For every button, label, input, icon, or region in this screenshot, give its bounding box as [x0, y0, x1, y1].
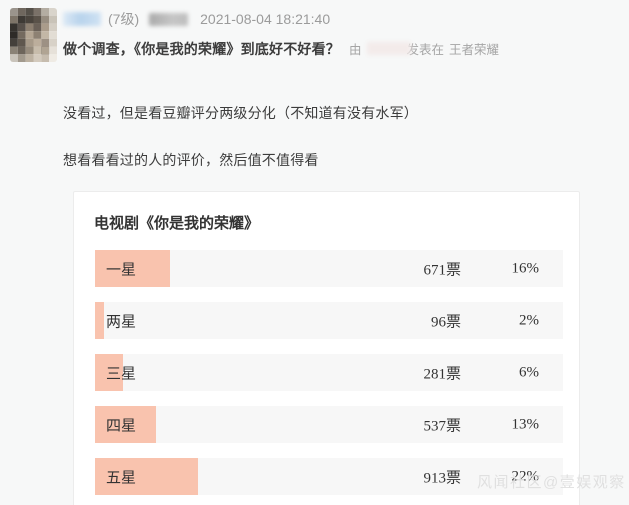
poll-option-label: 四星 — [106, 418, 137, 434]
poll-option-label: 三星 — [106, 366, 137, 382]
meta-prefix: 由 — [349, 43, 362, 57]
avatar[interactable] — [10, 8, 57, 62]
poll-option-percent: 16% — [511, 260, 540, 276]
poll-result-bar — [95, 354, 124, 391]
post-header: (7级) 2021-08-04 18:21:40 — [63, 10, 330, 28]
post-title: 做个调查，《你是我的荣耀》到底好不好看？ — [63, 41, 340, 57]
poll-option-votes: 913票 — [423, 470, 461, 486]
poll-option-row[interactable]: 三星 281票 6% — [95, 354, 563, 391]
poll-option-percent: 22% — [511, 468, 540, 484]
poll-option-votes: 96票 — [430, 314, 461, 330]
poll-result-bar — [95, 250, 170, 287]
poll-option-votes: 537票 — [423, 418, 461, 434]
poll-widget: 电视剧《你是我的荣耀》 一星 671票 16% 两星 96票 2% 三星 281… — [73, 191, 580, 505]
poll-option-percent: 2% — [519, 312, 539, 328]
poll-option-votes: 281票 — [423, 366, 461, 382]
post-timestamp: 2021-08-04 18:21:40 — [200, 11, 331, 27]
avatar-pixelated-image — [10, 8, 57, 62]
user-level: (7级) — [108, 11, 140, 27]
poll-option-percent: 6% — [519, 364, 539, 380]
user-badge-redacted — [149, 12, 189, 26]
post-meta: 由 发表在 王者荣耀 — [349, 39, 499, 58]
poll-option-label: 五星 — [106, 470, 137, 486]
poll-result-bar — [95, 302, 105, 339]
poll-options: 一星 671票 16% 两星 96票 2% 三星 281票 6% 四星 537票… — [95, 250, 563, 505]
poll-title: 电视剧《你是我的荣耀》 — [94, 215, 260, 232]
poll-option-votes: 671票 — [423, 262, 461, 278]
poll-option-percent: 13% — [511, 416, 540, 432]
poll-option-label: 一星 — [106, 262, 137, 278]
post-title-row: 做个调查，《你是我的荣耀》到底好不好看？ 由 发表在 王者荣耀 — [63, 39, 499, 59]
poll-option-row[interactable]: 两星 96票 2% — [95, 302, 563, 339]
poll-result-bar — [95, 406, 156, 443]
poll-option-row[interactable]: 五星 913票 22% — [95, 458, 563, 495]
poster-name-redacted — [366, 42, 411, 55]
username-redacted[interactable] — [63, 12, 101, 26]
poll-option-row[interactable]: 四星 537票 13% — [95, 406, 563, 443]
post-body-line-1: 没看过，但是看豆瓣评分两级分化（不知道有没有水军） — [63, 105, 418, 121]
post-body-line-2: 想看看看过的人的评价，然后值不值得看 — [63, 152, 319, 168]
forum-link[interactable]: 王者荣耀 — [449, 43, 500, 57]
poll-option-label: 两星 — [106, 314, 137, 330]
meta-middle: 发表在 — [406, 43, 445, 57]
poll-option-row[interactable]: 一星 671票 16% — [95, 250, 563, 287]
poll-result-bar — [95, 458, 198, 495]
